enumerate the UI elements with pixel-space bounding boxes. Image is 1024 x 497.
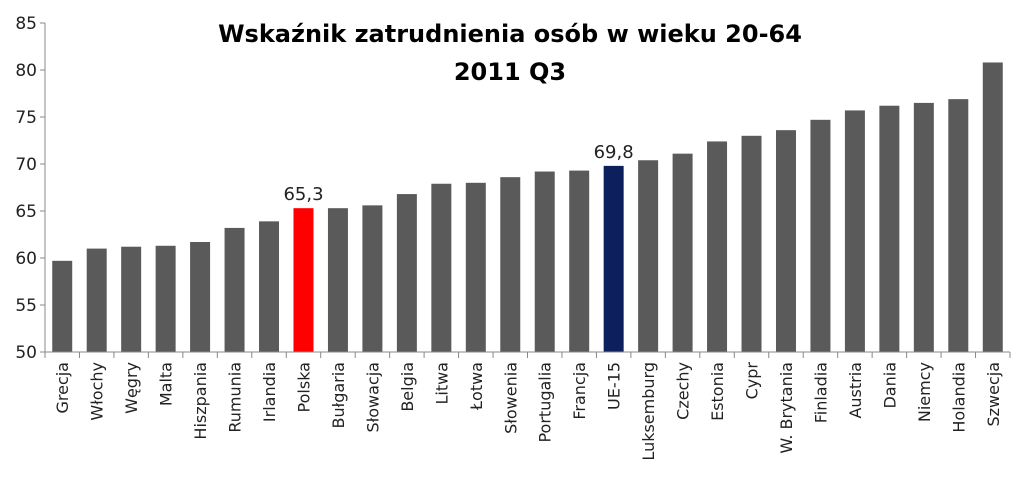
bar-cypr [741,135,762,352]
bar-francja [569,170,590,352]
bar-szwecja [982,62,1003,352]
y-tick-label: 80 [15,61,37,81]
x-tick-label: Polska [294,362,313,412]
x-tick-label: Dania [880,362,899,409]
x-tick-label: Rumunia [226,362,245,433]
y-tick-label: 50 [15,343,37,363]
y-tick-label: 70 [15,155,37,175]
x-tick-label: Niemcy [915,362,934,422]
bar-estonia [707,141,728,352]
x-tick-label: Litwa [432,362,451,405]
bar-bułgaria [327,208,348,352]
x-tick-label: Portugalia [536,362,555,443]
y-tick-label: 75 [15,108,37,128]
x-tick-label: Austria [846,362,865,419]
bar-węgry [121,246,142,352]
bar-luksemburg [638,160,659,352]
x-tick-label: Łotwa [467,362,486,411]
x-tick-label: Belgia [398,362,417,412]
bar-w-brytania [775,130,796,352]
bar-holandia [948,99,969,352]
y-tick-label: 55 [15,296,37,316]
x-tick-label: Malta [157,362,176,406]
bar-hiszpania [190,242,211,352]
x-tick-label: UE-15 [605,362,624,410]
bar-austria [844,110,865,352]
bar-niemcy [913,102,934,353]
bar-dania [879,105,900,352]
x-axis: Grecja Włochy Węgry Malta Hiszpania Rumunia Ir… [44,351,1011,461]
x-tick-label: Słowenia [501,362,520,434]
x-tick-label: Cypr [743,362,762,400]
y-tick-label: 65 [15,202,37,222]
bar-czechy [672,153,693,352]
x-tick-label: Czechy [674,362,693,420]
x-tick-label: Luksemburg [639,362,658,461]
data-labels: 65,3 69,8 [283,142,633,205]
x-tick-label: Francja [570,362,589,420]
bar-słowacja [362,205,383,352]
x-tick-label: Finladia [811,362,830,423]
data-label: 69,8 [594,142,634,163]
y-tick-label: 60 [15,249,37,269]
bar-irlandia [259,221,280,352]
bar-portugalia [534,171,555,352]
chart-title: Wskaźnik zatrudnienia osób w wieku 20-64 [218,20,802,48]
data-label: 65,3 [283,184,323,205]
bar-polska [293,208,314,352]
bar-ue-15 [603,165,624,352]
bar-włochy [86,248,107,352]
bar-rumunia [224,227,245,352]
y-tick-label: 85 [15,14,37,34]
x-tick-label: Grecja [53,362,72,414]
x-tick-label: Włochy [88,362,107,421]
bar-łotwa [465,182,486,352]
y-axis: 50 55 60 65 70 75 80 85 [15,14,46,363]
x-tick-label: Szwecja [984,362,1003,427]
x-tick-label: W. Brytania [777,362,796,454]
bar-belgia [396,194,417,352]
x-tick-label: Hiszpania [191,362,210,440]
x-tick-label: Irlandia [260,362,279,422]
chart-subtitle: 2011 Q3 [454,58,566,86]
x-tick-label: Słowacja [363,362,382,432]
bar-finladia [810,119,831,352]
bars [52,62,1003,353]
x-tick-label: Estonia [708,362,727,421]
x-tick-label: Węgry [122,362,141,414]
x-tick-label: Bułgaria [329,362,348,428]
bar-litwa [431,183,452,352]
bar-grecja [52,260,73,352]
bar-słowenia [500,177,521,352]
bar-malta [155,245,176,352]
x-tick-label: Holandia [949,362,968,433]
